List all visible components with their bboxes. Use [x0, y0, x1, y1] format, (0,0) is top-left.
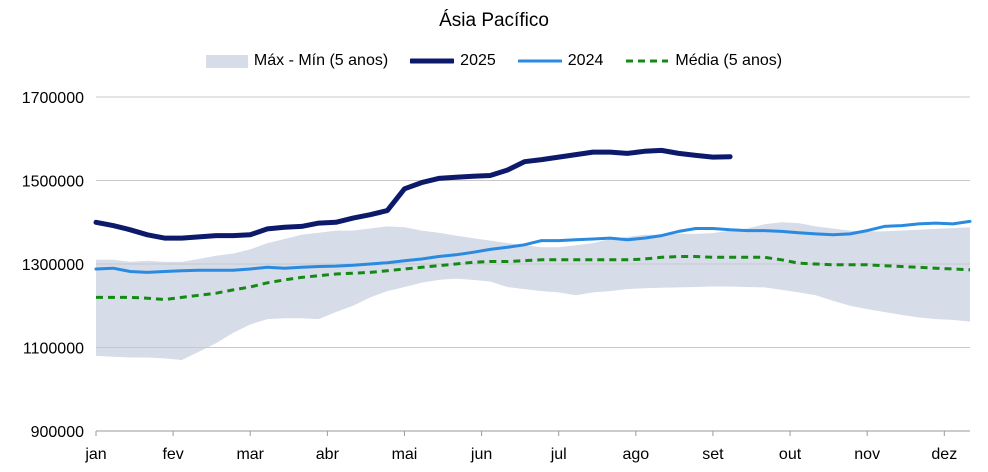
legend-swatch-2025 — [410, 58, 455, 64]
legend-label-media: Média (5 anos) — [675, 52, 783, 69]
band-max-min — [96, 222, 970, 360]
y-tick-label: 900000 — [31, 424, 84, 441]
y-tick-label: 1300000 — [22, 257, 84, 274]
x-tick-label: dez — [931, 446, 957, 463]
legend-item-band: Máx - Mín (5 anos) — [205, 52, 389, 70]
x-tick-label: out — [779, 446, 802, 463]
x-tick-label: set — [702, 446, 724, 463]
legend-item-2024: 2024 — [517, 52, 604, 70]
series-line-m-dia-5-anos- — [96, 255, 971, 301]
x-tick-label: abr — [316, 446, 340, 463]
series-line-2024 — [94, 219, 972, 274]
x-tick-label: fev — [162, 446, 183, 463]
x-tick-label: nov — [854, 446, 880, 463]
x-tick-label: ago — [622, 446, 649, 463]
legend-label-band: Máx - Mín (5 anos) — [253, 52, 389, 69]
chart-title: Ásia Pacífico — [439, 10, 549, 31]
legend-label-2025: 2025 — [460, 52, 496, 69]
legend: Máx - Mín (5 anos) 2025 2024 Média (5 an… — [0, 52, 988, 70]
legend-label-2024: 2024 — [567, 52, 604, 69]
y-tick-label: 1500000 — [22, 174, 84, 191]
legend-swatch-2024 — [517, 59, 562, 63]
legend-swatch-band — [205, 54, 248, 68]
legend-item-2025: 2025 — [410, 52, 496, 70]
y-tick-label: 1700000 — [22, 90, 84, 107]
x-tick-label: mar — [236, 446, 264, 463]
x-tick-label: jul — [550, 446, 567, 463]
legend-swatch-media — [626, 59, 669, 63]
x-tick-label: jun — [470, 446, 492, 463]
x-tick-label: jan — [84, 446, 106, 463]
x-tick-label: mai — [392, 446, 418, 463]
legend-item-media: Média (5 anos) — [625, 52, 782, 70]
series-line-2025 — [93, 147, 733, 241]
y-tick-label: 1100000 — [23, 341, 84, 358]
